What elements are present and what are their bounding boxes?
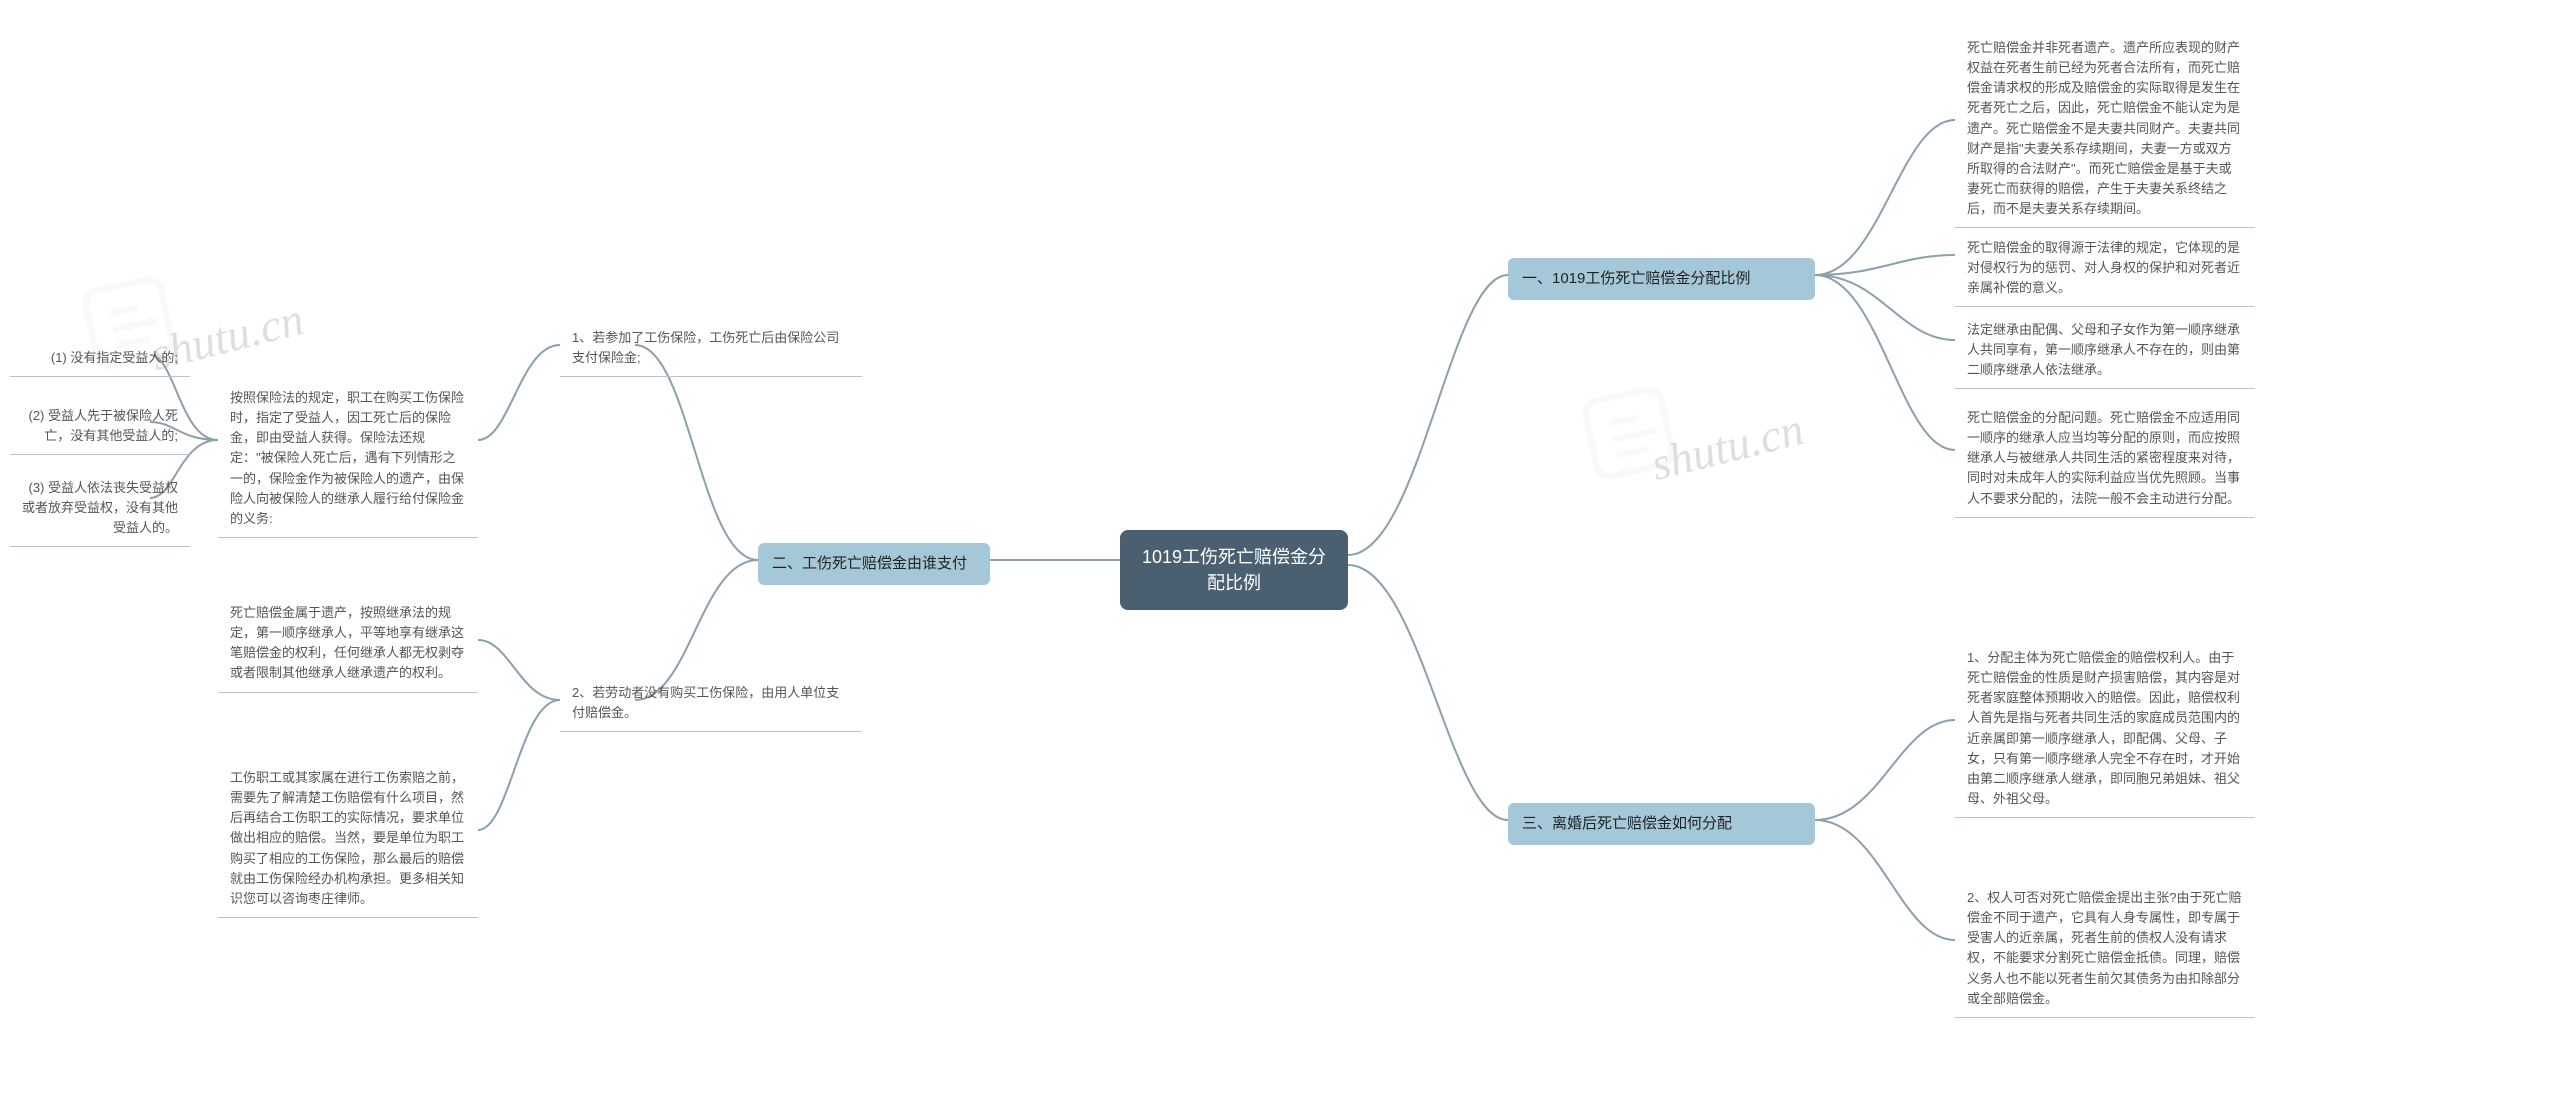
branch-3-leaf-0: 1、分配主体为死亡赔偿金的赔偿权利人。由于死亡赔偿金的性质是财产损害赔偿，其内容… — [1955, 640, 2255, 818]
branch-3-leaf-1: 2、权人可否对死亡赔偿金提出主张?由于死亡赔偿金不同于遗产，它具有人身专属性，即… — [1955, 880, 2255, 1018]
branch-3[interactable]: 三、离婚后死亡赔偿金如何分配 — [1508, 803, 1815, 845]
branch-2-sub-1-child-leaf-0: (1) 没有指定受益人的; — [10, 340, 190, 377]
branch-1-leaf-0: 死亡赔偿金并非死者遗产。遗产所应表现的财产权益在死者生前已经为死者合法所有，而死… — [1955, 30, 2255, 228]
branch-1-leaf-2: 法定继承由配偶、父母和子女作为第一顺序继承人共同享有，第一顺序继承人不存在的，则… — [1955, 312, 2255, 389]
branch-1[interactable]: 一、1019工伤死亡赔偿金分配比例 — [1508, 258, 1815, 300]
branch-2[interactable]: 二、工伤死亡赔偿金由谁支付 — [758, 543, 990, 585]
branch-2-sub-1-child-leaf-1: (2) 受益人先于被保险人死亡，没有其他受益人的; — [10, 398, 190, 455]
watermark-logo — [1570, 370, 1700, 500]
branch-2-sub-1-child: 按照保险法的规定，职工在购买工伤保险时，指定了受益人，因工死亡后的保险金，即由受… — [218, 380, 478, 538]
branch-1-leaf-3: 死亡赔偿金的分配问题。死亡赔偿金不应适用同一顺序的继承人应当均等分配的原则，而应… — [1955, 400, 2255, 518]
branch-2-sub-1: 1、若参加了工伤保险，工伤死亡后由保险公司支付保险金; — [560, 320, 862, 377]
mindmap-canvas: shutu.cn shutu.cn 10 — [0, 0, 2560, 1114]
branch-2-sub-2: 2、若劳动者没有购买工伤保险，由用人单位支付赔偿金。 — [560, 675, 862, 732]
branch-1-leaf-1: 死亡赔偿金的取得源于法律的规定，它体现的是对侵权行为的惩罚、对人身权的保护和对死… — [1955, 230, 2255, 307]
branch-2-sub-2-leaf-1: 工伤职工或其家属在进行工伤索赔之前，需要先了解清楚工伤赔偿有什么项目，然后再结合… — [218, 760, 478, 918]
root-node[interactable]: 1019工伤死亡赔偿金分配比例 — [1120, 530, 1348, 610]
branch-2-sub-2-leaf-0: 死亡赔偿金属于遗产，按照继承法的规定，第一顺序继承人，平等地享有继承这笔赔偿金的… — [218, 595, 478, 693]
watermark-text: shutu.cn — [1646, 402, 1809, 491]
branch-2-sub-1-child-leaf-2: (3) 受益人依法丧失受益权或者放弃受益权，没有其他受益人的。 — [10, 470, 190, 547]
